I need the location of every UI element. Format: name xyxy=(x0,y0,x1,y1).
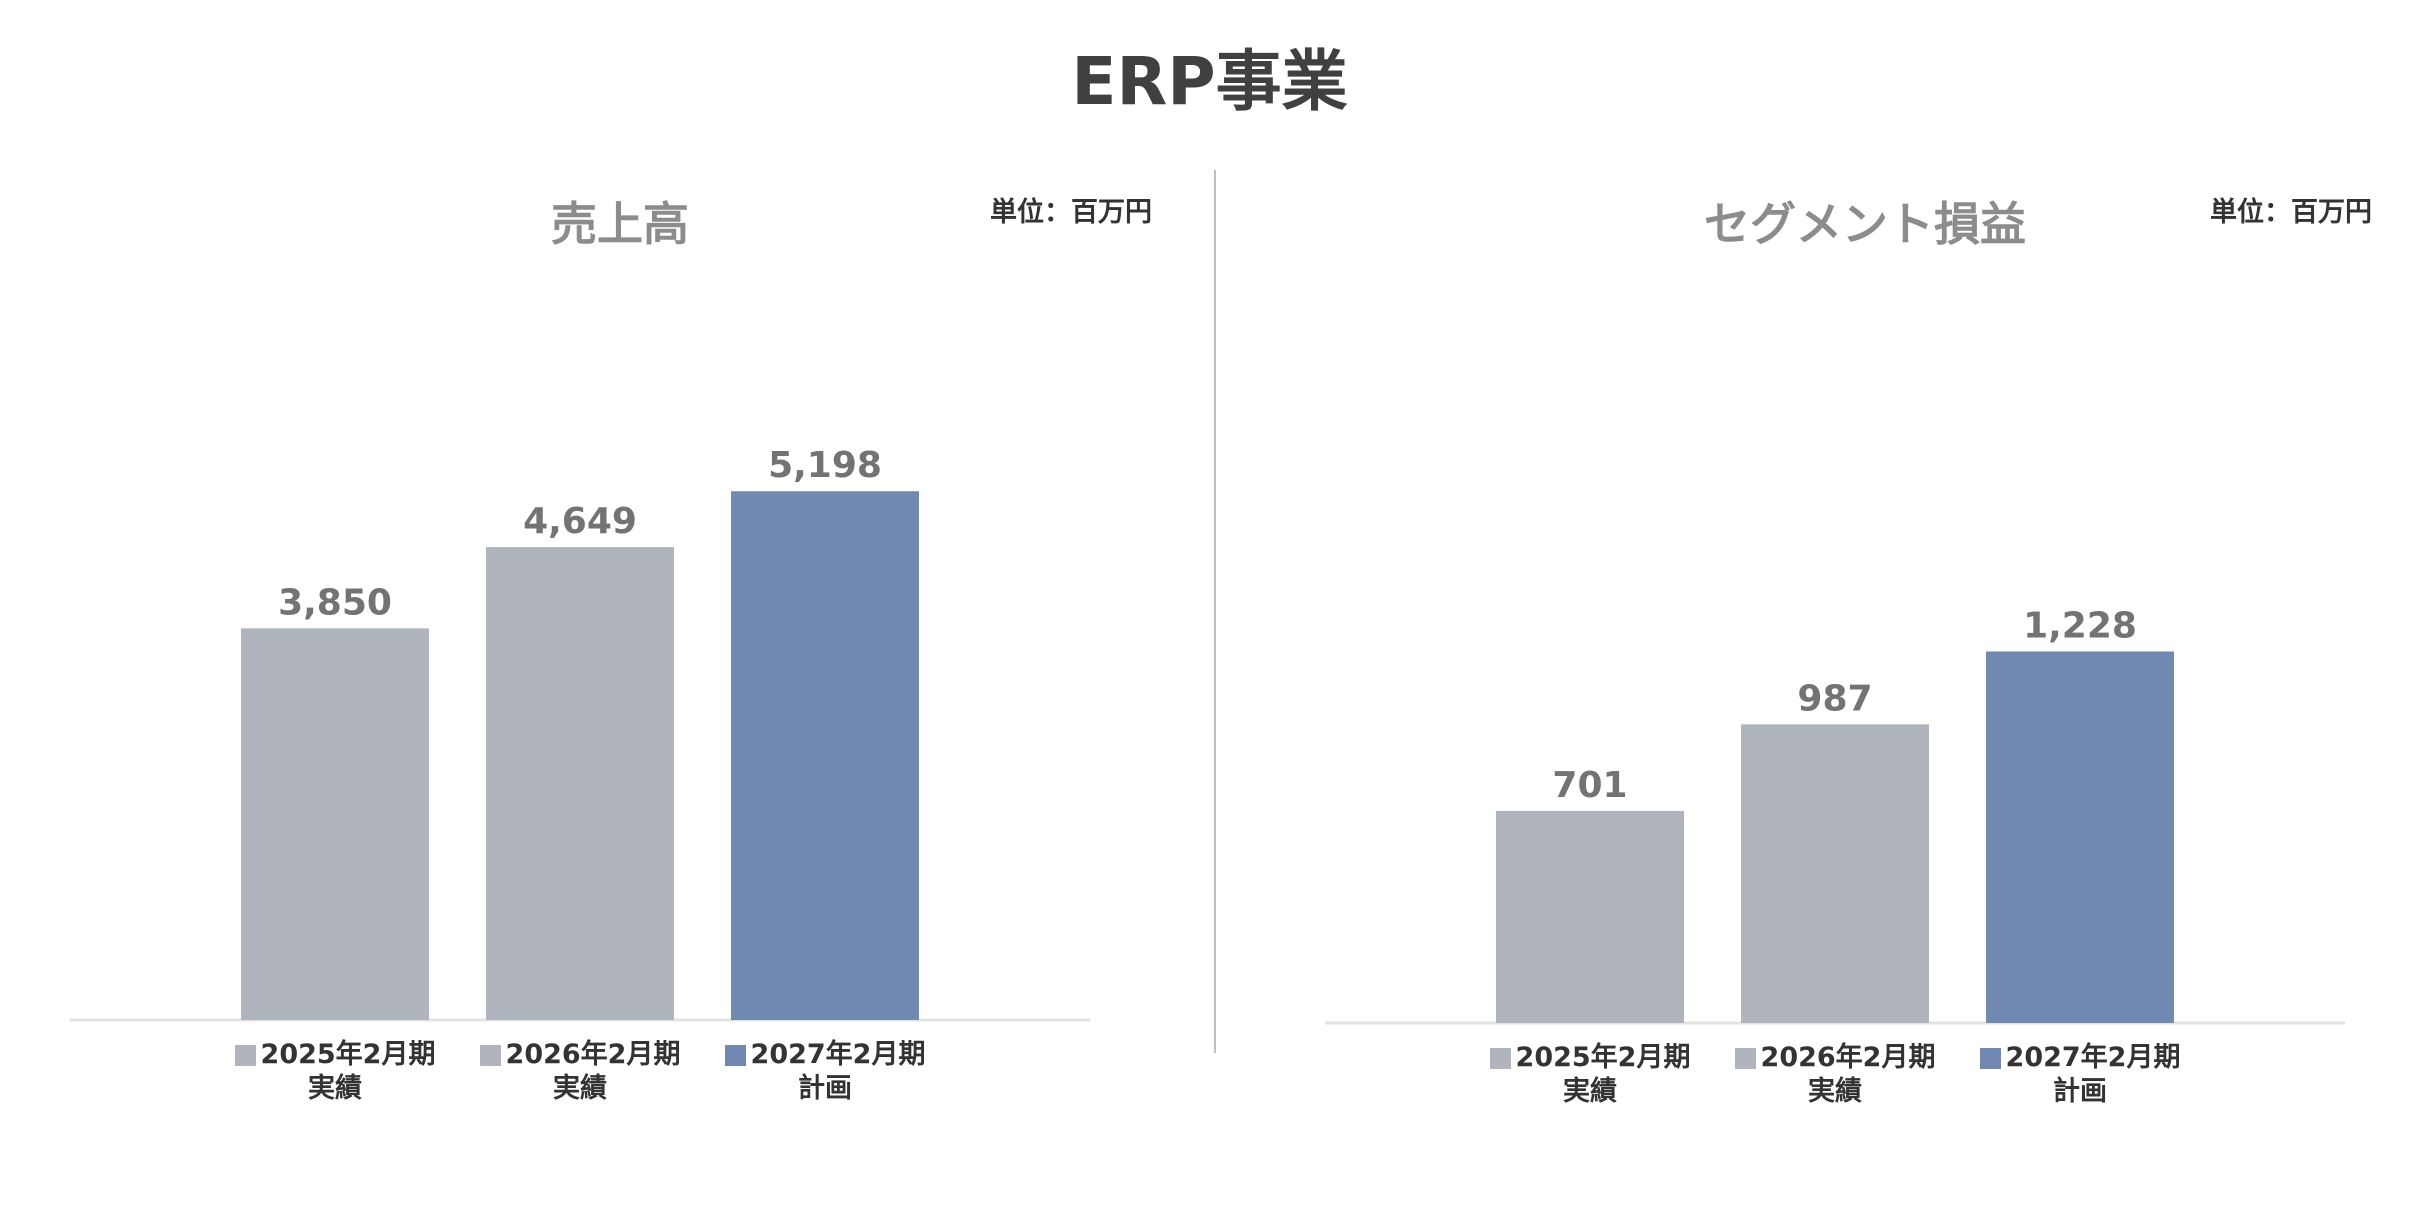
category-label: 2025年2月期 xyxy=(260,1039,436,1070)
bar-1 xyxy=(1496,810,1684,1023)
data-label: 4,649 xyxy=(523,501,637,542)
legend-swatch xyxy=(479,1044,501,1066)
segment-profit-chart-panel: セグメント損益 単位：百万円 701 987 1,228 2025年2月期 実績 202… xyxy=(1315,160,2419,1140)
category-label: 2025年2月期 xyxy=(1515,1042,1691,1073)
legend-swatch xyxy=(724,1044,746,1066)
chart-title: 売上高 xyxy=(551,197,689,251)
data-label: 701 xyxy=(1552,765,1627,806)
legend-item: 2025年2月期 実績 xyxy=(225,1038,445,1106)
bar-3 xyxy=(731,491,919,1021)
panel-divider xyxy=(1214,170,1216,1053)
legend-item: 2027年2月期 計画 xyxy=(1970,1041,2190,1109)
bar-3 xyxy=(1986,651,2174,1023)
category-sublabel: 実績 xyxy=(308,1073,362,1104)
legend-swatch xyxy=(1734,1047,1756,1069)
data-label: 987 xyxy=(1797,678,1872,719)
bar-2 xyxy=(1741,724,1929,1023)
page-title: ERP事業 xyxy=(1071,43,1348,120)
category-label: 2026年2月期 xyxy=(1760,1042,1936,1073)
category-label: 2027年2月期 xyxy=(2005,1042,2181,1073)
category-label: 2026年2月期 xyxy=(505,1039,681,1070)
legend-item: 2026年2月期 実績 xyxy=(1725,1041,1945,1109)
legend-item: 2027年2月期 計画 xyxy=(715,1038,935,1106)
data-label: 1,228 xyxy=(2023,605,2137,646)
category-sublabel: 実績 xyxy=(553,1073,607,1104)
data-label: 3,850 xyxy=(278,582,392,623)
unit-label: 単位：百万円 xyxy=(2210,197,2372,228)
category-sublabel: 実績 xyxy=(1808,1076,1862,1107)
category-sublabel: 計画 xyxy=(2053,1076,2107,1107)
category-sublabel: 実績 xyxy=(1563,1076,1617,1107)
bar-2 xyxy=(486,547,674,1020)
legend-swatch xyxy=(1489,1047,1511,1069)
legend-swatch xyxy=(1979,1047,2001,1069)
category-label: 2027年2月期 xyxy=(750,1039,926,1070)
sales-bar-chart: 3,850 4,649 5,198 xyxy=(70,445,1090,1022)
sales-chart-panel: 売上高 単位：百万円 3,850 4,649 5,198 2025年2月期 実績 202… xyxy=(60,160,1200,1140)
segment-profit-bar-chart: 701 987 1,228 xyxy=(1325,605,2345,1025)
category-sublabel: 計画 xyxy=(798,1073,852,1104)
legend-swatch xyxy=(234,1044,256,1066)
legend-item: 2025年2月期 実績 xyxy=(1480,1041,1700,1109)
unit-label: 単位：百万円 xyxy=(990,197,1152,228)
data-label: 5,198 xyxy=(768,445,882,486)
chart-title: セグメント損益 xyxy=(1704,197,2026,251)
bar-1 xyxy=(241,628,429,1020)
legend-item: 2026年2月期 実績 xyxy=(470,1038,690,1106)
